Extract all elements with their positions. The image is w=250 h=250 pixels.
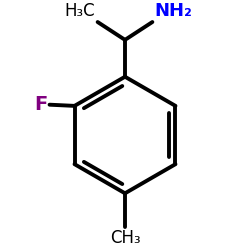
Text: F: F [34, 95, 48, 114]
Text: H₃C: H₃C [65, 2, 95, 20]
Text: NH₂: NH₂ [155, 2, 192, 20]
Text: CH₃: CH₃ [110, 228, 140, 246]
